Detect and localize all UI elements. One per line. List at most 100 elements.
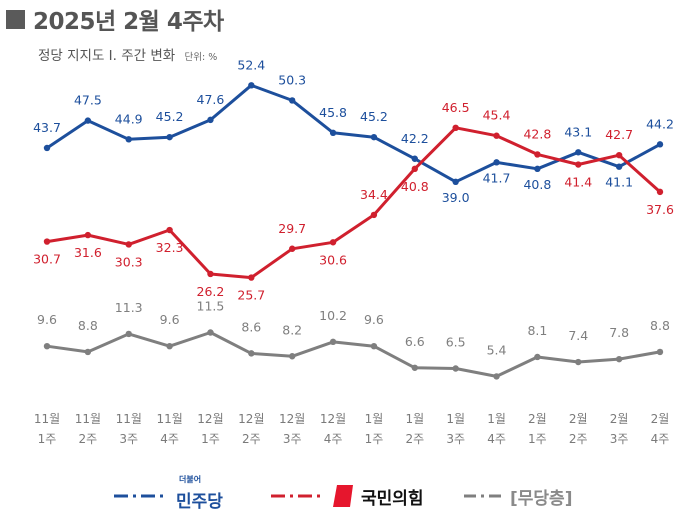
point-dem xyxy=(615,163,623,170)
point-ppp xyxy=(329,239,337,246)
point-dem xyxy=(166,133,173,141)
x-tick-month: 12월 xyxy=(238,412,264,426)
x-tick-month: 2월 xyxy=(651,412,670,426)
x-tick-week: 1주 xyxy=(365,432,384,446)
value-label-none: 9.6 xyxy=(160,312,180,327)
point-dem xyxy=(125,136,132,143)
value-label-none: 8.8 xyxy=(78,318,98,333)
value-label-ppp: 46.5 xyxy=(442,100,470,115)
point-dem xyxy=(452,178,459,185)
x-tick-month: 11월 xyxy=(116,412,142,426)
point-dem xyxy=(248,82,255,89)
value-label-none: 9.6 xyxy=(37,312,57,327)
value-label-none: 5.4 xyxy=(487,342,507,357)
legend-label-dem: 민주당 xyxy=(176,491,223,512)
point-none xyxy=(493,373,500,380)
value-label-none: 6.6 xyxy=(405,334,425,349)
value-label-none: 6.5 xyxy=(446,335,466,350)
value-label-ppp: 29.7 xyxy=(278,221,306,236)
point-none xyxy=(656,348,664,356)
point-none xyxy=(452,365,459,372)
value-label-ppp: 34.4 xyxy=(360,187,388,202)
x-tick-week: 2주 xyxy=(569,432,588,446)
point-none xyxy=(84,348,92,356)
x-tick-month: 1월 xyxy=(487,412,506,426)
value-label-dem: 47.6 xyxy=(197,92,225,107)
x-tick-month: 12월 xyxy=(320,412,346,426)
value-label-dem: 45.2 xyxy=(360,109,388,124)
point-ppp xyxy=(575,161,582,168)
legend: 더불어 민주당 국민의힘 [무당층] xyxy=(0,475,700,514)
legend-item-dem: 더불어 민주당 xyxy=(112,475,223,514)
x-tick-month: 12월 xyxy=(197,412,223,426)
point-dem xyxy=(370,133,378,141)
x-tick-month: 11월 xyxy=(34,412,60,426)
point-ppp xyxy=(207,270,214,278)
value-label-dem: 52.4 xyxy=(237,57,265,72)
x-tick-month: 12월 xyxy=(279,412,305,426)
x-tick-week: 2주 xyxy=(79,432,98,446)
x-tick-month: 1월 xyxy=(405,412,424,426)
legend-label-ppp: 국민의힘 xyxy=(361,488,424,509)
x-tick-month: 1월 xyxy=(446,412,465,426)
x-tick-week: 2주 xyxy=(405,432,424,446)
point-ppp xyxy=(166,226,173,234)
point-ppp xyxy=(656,188,664,196)
point-none xyxy=(534,353,541,361)
legend-label-dem-wrap: 더불어 민주당 xyxy=(176,475,223,512)
value-label-none: 8.8 xyxy=(650,318,670,333)
point-none xyxy=(43,342,51,350)
value-label-none: 7.4 xyxy=(568,328,588,343)
point-none xyxy=(207,329,214,336)
value-label-dem: 41.7 xyxy=(483,170,511,185)
title-row: 2025년 2월 4주차 xyxy=(6,4,224,35)
legend-line-dem-icon xyxy=(114,494,166,498)
x-tick-week: 3주 xyxy=(610,432,629,446)
x-tick-week: 4주 xyxy=(651,432,670,446)
point-ppp xyxy=(411,165,418,173)
point-none xyxy=(289,353,296,360)
value-label-ppp: 37.6 xyxy=(646,202,674,217)
value-label-ppp: 30.7 xyxy=(33,252,61,267)
value-label-ppp: 42.7 xyxy=(605,127,633,142)
value-label-dem: 43.7 xyxy=(33,120,61,135)
x-tick-month: 11월 xyxy=(156,412,182,426)
point-ppp xyxy=(615,151,623,159)
value-label-dem: 44.9 xyxy=(115,111,143,126)
point-ppp xyxy=(43,238,51,245)
point-dem xyxy=(656,141,664,148)
point-dem xyxy=(84,117,92,124)
x-tick-week: 1주 xyxy=(38,432,57,446)
point-dem xyxy=(43,144,51,152)
line-chart: 43.7 47.5 44.9 45.2 47.6 52.4 50.3 45.8 45.2 42.2… xyxy=(33,57,674,446)
x-tick-month: 11월 xyxy=(75,412,101,426)
value-label-dem: 43.1 xyxy=(564,124,592,139)
legend-line-none-icon xyxy=(464,494,502,498)
point-dem xyxy=(329,129,337,137)
page-title: 2025년 2월 4주차 xyxy=(33,9,224,35)
x-tick-week: 2주 xyxy=(242,432,261,446)
x-tick-week: 1주 xyxy=(528,432,547,446)
point-ppp xyxy=(534,151,541,158)
x-tick-week: 1주 xyxy=(201,432,220,446)
chart-subtitle: 정당 지지도 Ⅰ. 주간 변화 xyxy=(38,48,176,64)
value-label-ppp: 41.4 xyxy=(564,175,592,190)
value-label-dem: 47.5 xyxy=(74,93,102,108)
point-ppp xyxy=(289,245,296,252)
unit-label: 단위: % xyxy=(184,52,218,63)
x-tick-month: 1월 xyxy=(365,412,384,426)
value-label-none: 11.3 xyxy=(115,300,143,315)
value-label-dem: 50.3 xyxy=(278,72,306,87)
value-label-dem: 41.1 xyxy=(605,175,633,190)
x-tick-month: 2월 xyxy=(528,412,547,426)
value-label-ppp: 30.3 xyxy=(115,254,143,269)
value-label-ppp: 30.6 xyxy=(319,252,347,267)
value-label-ppp: 45.4 xyxy=(483,108,511,123)
legend-line-ppp-icon xyxy=(271,494,323,498)
point-none xyxy=(411,364,418,371)
point-ppp xyxy=(84,231,92,239)
point-ppp xyxy=(493,132,500,139)
value-label-ppp: 42.8 xyxy=(523,126,551,141)
point-none xyxy=(329,338,337,346)
point-dem xyxy=(207,116,214,124)
